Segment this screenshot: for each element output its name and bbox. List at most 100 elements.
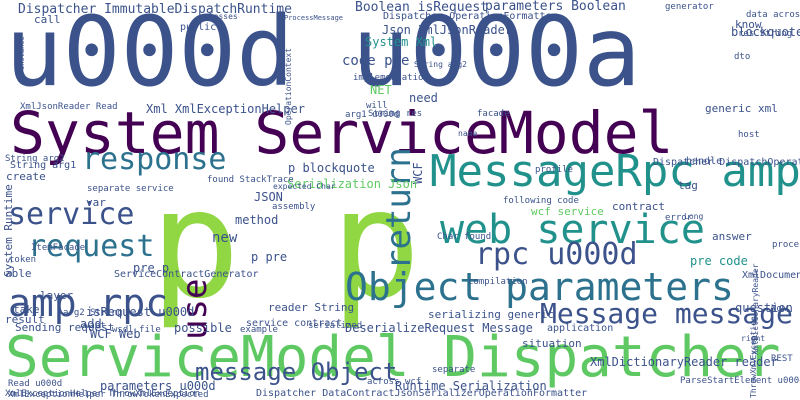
cloud-word: host: [738, 130, 760, 140]
cloud-word: Json XmlJsonReader: [382, 23, 513, 37]
cloud-word: isRequest u000d: [86, 305, 195, 319]
cloud-word: Serialization Json: [287, 177, 418, 191]
cloud-word: situation: [522, 337, 582, 350]
cloud-word: example: [240, 325, 278, 335]
cloud-word: need: [409, 91, 438, 105]
cloud-word: classes: [204, 12, 238, 21]
cloud-word: String arg1: [10, 160, 77, 171]
cloud-word: will: [366, 101, 388, 111]
cloud-word: Now: [771, 304, 788, 314]
cloud-word: NET: [370, 83, 392, 97]
cloud-word: expected Char: [273, 182, 336, 191]
cloud-word: separate: [432, 365, 476, 375]
cloud-word: facade: [477, 109, 510, 119]
cloud-word: pre code: [690, 254, 748, 268]
cloud-word: Char found: [437, 232, 492, 242]
cloud-word: compilation: [468, 277, 528, 287]
cloud-word: following code: [503, 196, 579, 206]
cloud-word: public: [180, 22, 217, 33]
cloud-word: reader String: [268, 301, 355, 314]
cloud-word: p p: [150, 158, 421, 332]
cloud-word: serializing generic: [428, 308, 554, 321]
cloud-word: want: [84, 321, 106, 331]
cloud-word: Read u000d: [8, 379, 63, 389]
cloud-word: name: [458, 129, 478, 138]
cloud-word: know: [735, 18, 762, 31]
cloud-word: REST: [771, 354, 793, 364]
cloud-word: Dispatcher DispatchOperationRuntime: [653, 157, 800, 168]
cloud-word: request: [28, 229, 155, 264]
cloud-word: ParseStartElement u000d: [680, 376, 800, 386]
cloud-word: String arg2: [5, 154, 65, 164]
cloud-word: answer: [712, 230, 752, 243]
cloud-word: dto: [734, 52, 751, 62]
cloud-word: across wcf: [367, 377, 422, 387]
cloud-word: Message message: [540, 297, 793, 330]
cloud-word: error: [665, 213, 693, 223]
cloud-word: wcf service: [531, 205, 604, 218]
cloud-word: profile: [535, 165, 573, 175]
cloud-word: separate service: [87, 184, 174, 194]
cloud-word: Dispatcher DataContractJsonSerializerOpe…: [256, 388, 588, 399]
cloud-word: rpc u000d: [475, 237, 638, 272]
cloud-word: JSON: [254, 190, 283, 204]
cloud-word: implementation: [353, 73, 429, 83]
cloud-word: question: [735, 301, 793, 315]
cloud-word: take: [13, 303, 40, 316]
cloud-word: XmlJsonReader Read: [20, 102, 118, 112]
cloud-word: generator: [665, 2, 714, 12]
cloud-word: ItemFacade: [31, 243, 86, 253]
cloud-word: token: [9, 255, 37, 265]
cloud-word: possible: [174, 321, 232, 335]
cloud-word: u000d u000a: [5, 0, 641, 108]
cloud-word: arg2 String: [63, 308, 123, 318]
cloud-word: amp rpc: [8, 281, 169, 325]
cloud-word: layer: [40, 289, 74, 302]
cloud-word: processor: [772, 240, 800, 250]
cloud-word: System ServiceModel: [10, 99, 674, 167]
cloud-word: pre p: [133, 261, 170, 275]
cloud-word: var: [86, 196, 106, 209]
cloud-word: create: [6, 170, 46, 183]
cloud-word: Runtime Serialization: [395, 379, 547, 393]
cloud-word: WCF Web: [90, 327, 141, 341]
cloud-word: generic xml: [705, 102, 778, 115]
cloud-word: response: [82, 142, 227, 177]
cloud-word: ServiceModel Dispatcher: [5, 325, 781, 390]
cloud-word: Object parameters: [345, 265, 734, 309]
cloud-word: Boolean isRequest: [355, 0, 489, 15]
cloud-word: res String: [738, 29, 793, 39]
cloud-word: parameters Boolean: [485, 0, 626, 14]
cloud-word: assembly: [272, 202, 316, 212]
cloud-word: System Xml: [365, 35, 438, 49]
cloud-word: p pre: [251, 250, 288, 264]
cloud-word: Long: [684, 212, 704, 221]
cloud-word: Dispatcher OperationFormatter: [383, 11, 558, 22]
cloud-word: ServiceContractGenerator: [114, 269, 259, 280]
cloud-word: service: [8, 197, 135, 232]
cloud-word: wsdl file: [112, 325, 161, 335]
cloud-word: p blockquote: [288, 161, 375, 175]
cloud-word: XmlExceptionHelper ThrowTokenExpected: [8, 390, 209, 400]
cloud-word: web service: [440, 207, 705, 253]
cloud-word: ProcessMessage: [284, 14, 344, 22]
cloud-word: Xml XmlExceptionHelper: [146, 102, 305, 116]
cloud-word: ThrowXmlException: [749, 316, 758, 398]
cloud-word: contract: [612, 200, 665, 213]
cloud-word: Dispatcher ImmutableDispatchRuntime: [18, 2, 292, 17]
cloud-word: String arg2: [414, 60, 467, 69]
cloud-word: new: [212, 230, 238, 246]
cloud-word: instance: [18, 36, 26, 70]
cloud-word: MessageRpc amp: [430, 146, 800, 197]
cloud-word: call: [34, 13, 61, 26]
cloud-word: method: [235, 213, 279, 227]
cloud-word: parameters u000d: [100, 379, 216, 393]
cloud-word: able: [5, 267, 32, 280]
cloud-word: code pre: [342, 53, 410, 69]
cloud-word: add: [80, 317, 102, 331]
cloud-word: XmlDocument: [742, 270, 800, 281]
cloud-word: DeserializeRequest Message: [345, 321, 533, 335]
cloud-word: right: [741, 334, 766, 343]
cloud-word: message Object: [195, 358, 398, 386]
